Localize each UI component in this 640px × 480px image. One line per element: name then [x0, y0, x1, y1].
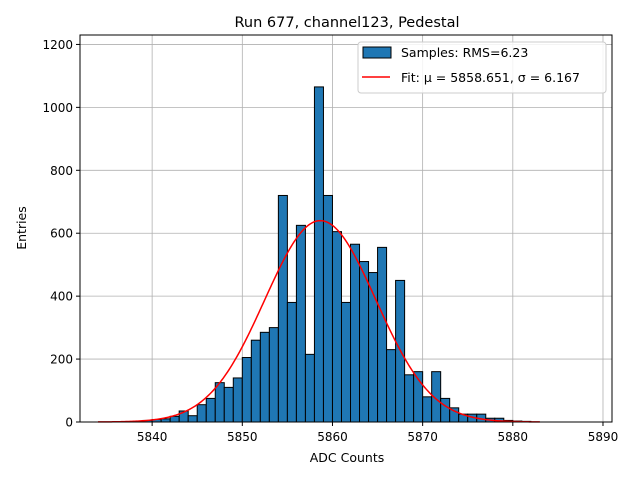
y-tick-label: 800 [50, 164, 73, 178]
histogram-bar [322, 194, 333, 423]
histogram-bar [250, 339, 261, 423]
histogram-bar [295, 224, 306, 423]
histogram-bar [214, 382, 225, 423]
histogram-bar [440, 397, 451, 423]
histogram-bar [359, 261, 370, 423]
histogram-bar [169, 415, 180, 423]
histogram-bar [232, 377, 243, 423]
x-tick-label: 5880 [498, 430, 529, 444]
histogram-bar [196, 404, 207, 423]
x-tick-label: 5840 [137, 430, 168, 444]
histogram-bar [331, 231, 342, 423]
x-tick-label: 5870 [407, 430, 438, 444]
histogram-bar [286, 301, 297, 423]
histogram-bar [241, 357, 252, 423]
histogram-bar [377, 246, 388, 423]
x-axis-label: ADC Counts [310, 450, 385, 465]
legend-bar-swatch [362, 46, 392, 59]
y-axis-label: Entries [14, 206, 29, 250]
legend: Samples: RMS=6.23 Fit: μ = 5858.651, σ =… [357, 41, 607, 94]
chart-title: Run 677, channel123, Pedestal [234, 15, 459, 31]
histogram-bar [259, 331, 270, 423]
histogram-bar [313, 86, 324, 423]
histogram-bar [350, 243, 361, 423]
y-tick-label: 1200 [42, 38, 73, 52]
y-tick-label: 400 [50, 290, 73, 304]
gaussian-fit-curve [98, 219, 540, 423]
x-tick-label: 5850 [227, 430, 258, 444]
histogram-bar [386, 349, 397, 423]
y-tick-label: 600 [50, 227, 73, 241]
x-tick-label: 5860 [317, 430, 348, 444]
histogram-bars [133, 86, 532, 423]
y-tick-label: 200 [50, 353, 73, 367]
histogram-bar [205, 397, 216, 423]
x-axis-ticks: 5840 5850 5860 5870 5880 5890 [137, 422, 618, 444]
y-tick-label: 1000 [42, 101, 73, 115]
legend-histogram-label: Samples: RMS=6.23 [401, 45, 528, 60]
legend-fit-label: Fit: μ = 5858.651, σ = 6.167 [401, 70, 580, 85]
histogram-bar [223, 386, 234, 423]
histogram-bar [187, 415, 198, 423]
legend-frame [357, 41, 607, 94]
histogram-bar [268, 327, 279, 423]
y-tick-label: 0 [65, 416, 73, 430]
histogram-bar [304, 353, 315, 423]
x-tick-label: 5890 [588, 430, 619, 444]
plot-frame [79, 34, 613, 423]
y-axis-ticks: 0 200 400 600 800 1000 1200 [42, 38, 80, 430]
histogram-bar [404, 374, 415, 423]
histogram-bar [422, 396, 433, 423]
histogram-bar [277, 194, 288, 423]
histogram-bar [340, 301, 352, 423]
